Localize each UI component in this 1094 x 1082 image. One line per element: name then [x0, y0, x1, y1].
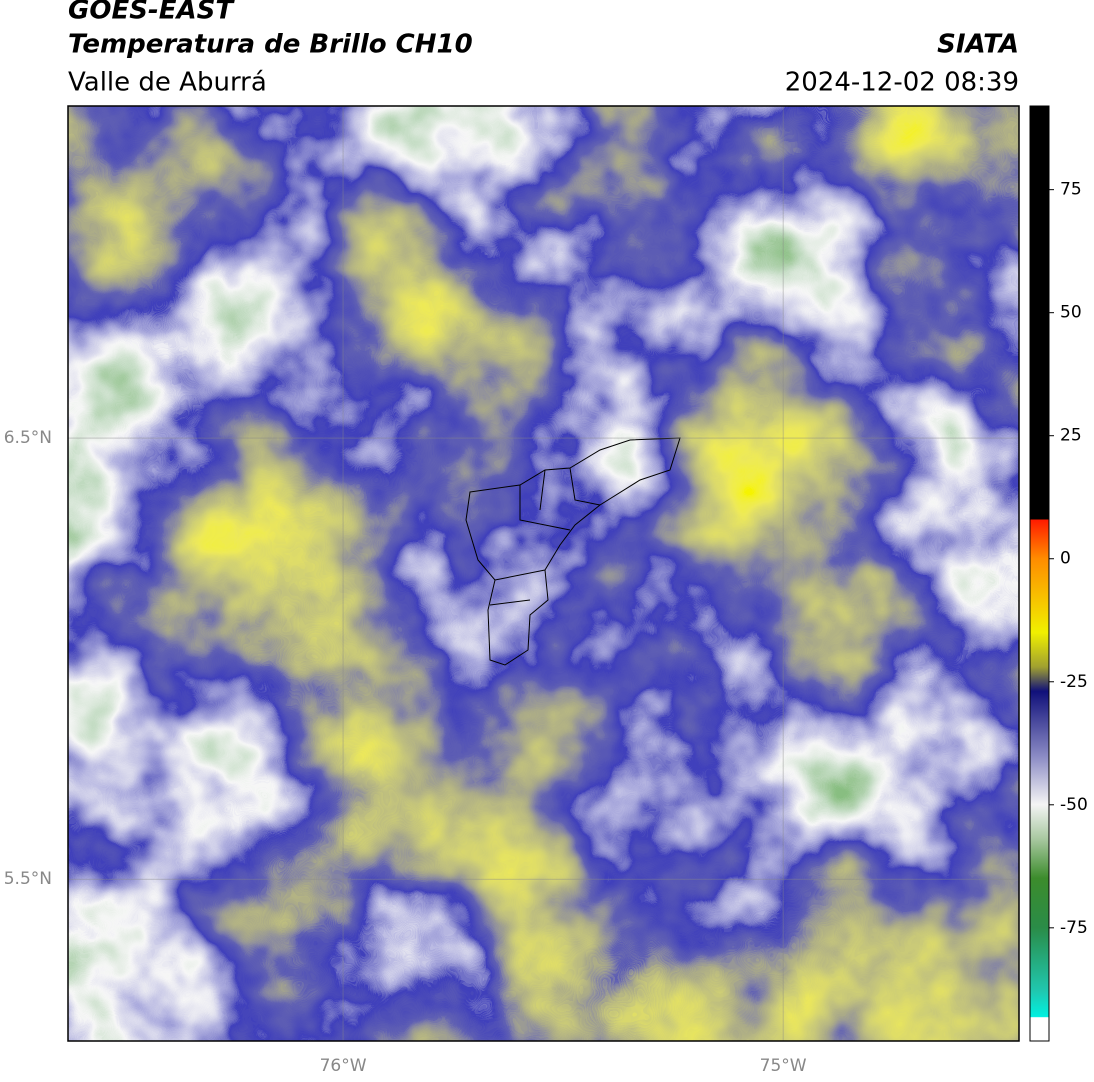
- colorbar-tick-label: 50: [1060, 303, 1082, 323]
- y-tick-label: 6.5°N: [4, 428, 52, 448]
- y-tick-label: 5.5°N: [4, 869, 52, 889]
- colorbar-tick-label: 25: [1060, 426, 1082, 446]
- timestamp: 2024-12-02 08:39: [785, 68, 1019, 98]
- brightness-field: [68, 106, 1019, 1041]
- subtitle: Temperatura de Brillo CH10: [68, 30, 473, 60]
- region: Valle de Aburrá: [68, 68, 267, 98]
- colorbar-tick-label: -50: [1060, 795, 1088, 815]
- x-tick-label: 75°W: [760, 1056, 807, 1076]
- x-tick-label: 76°W: [320, 1056, 367, 1076]
- satellite-image: [68, 106, 1019, 1041]
- title: GOES-EAST: [68, 0, 235, 26]
- source: SIATA: [937, 30, 1019, 60]
- colorbar-tick-label: 0: [1060, 549, 1071, 569]
- colorbar-tick-label: -75: [1060, 918, 1088, 938]
- municipal-boundaries: [465, 437, 681, 666]
- colorbar-tick-label: 75: [1060, 180, 1082, 200]
- colorbar: [1029, 105, 1050, 1042]
- map-frame: [67, 105, 1020, 1042]
- colorbar-tick-label: -25: [1060, 672, 1088, 692]
